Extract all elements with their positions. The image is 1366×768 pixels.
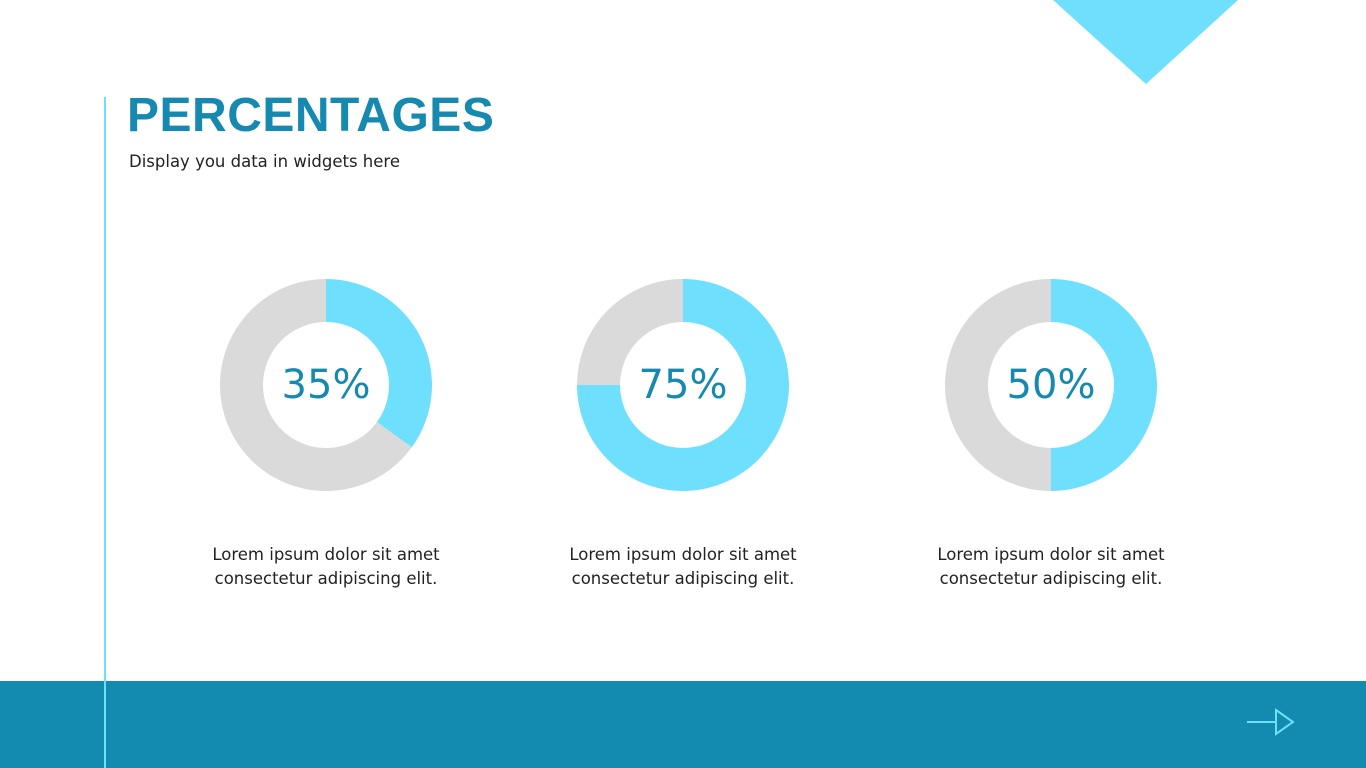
donut-remainder-segment [577,279,683,385]
donut-chart-2: 75% [576,278,790,492]
caption-1: Lorem ipsum dolor sit amet consectetur ad… [176,543,476,591]
caption-line: Lorem ipsum dolor sit amet [937,545,1165,564]
caption-line: Lorem ipsum dolor sit amet [212,545,440,564]
donut-label: 75% [638,362,728,408]
vertical-accent-line [104,97,106,768]
donut-value-segment [577,279,789,491]
donut-value-segment [1051,279,1157,491]
donut-chart-1: 35% [219,278,433,492]
caption-line: consectetur adipiscing elit. [571,569,795,588]
arrow-right-icon[interactable] [1244,706,1300,740]
donut-label: 35% [281,362,371,408]
decorative-triangle [1053,0,1238,84]
caption-line: consectetur adipiscing elit. [939,569,1163,588]
caption-line: Lorem ipsum dolor sit amet [569,545,797,564]
donut-label: 50% [1006,362,1096,408]
caption-line: consectetur adipiscing elit. [214,569,438,588]
donut-value-segment [326,279,432,448]
caption-2: Lorem ipsum dolor sit amet consectetur ad… [533,543,833,591]
donut-remainder-segment [944,279,1051,491]
caption-3: Lorem ipsum dolor sit amet consectetur ad… [901,543,1201,591]
page-subtitle: Display you data in widgets here [129,152,400,171]
donut-chart-3: 50% [944,278,1158,492]
donut-remainder-segment [220,279,412,491]
footer-band [0,681,1366,768]
page-title: PERCENTAGES [127,89,495,142]
